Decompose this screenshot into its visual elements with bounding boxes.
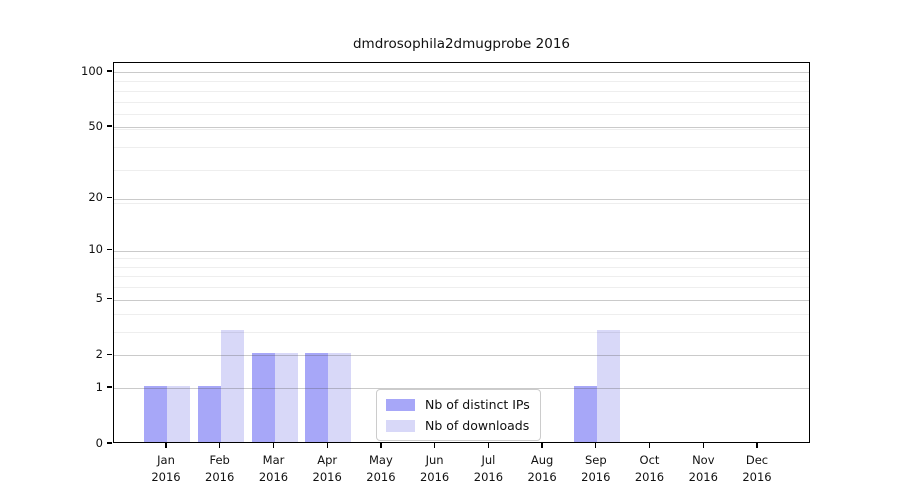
x-tick-mark [326, 443, 328, 448]
y-tick-label: 50 [88, 118, 103, 133]
x-tick-label: May 2016 [366, 453, 396, 484]
y-tick-mark [107, 297, 112, 300]
y-tick-mark [107, 249, 112, 251]
x-tick-mark [648, 443, 651, 448]
x-tick-mark [433, 443, 436, 448]
y-tick-label: 100 [81, 63, 103, 78]
x-tick-label: Nov 2016 [688, 453, 718, 484]
major-gridline [114, 72, 809, 73]
x-tick-mark [595, 443, 597, 448]
bar-nb-of-downloads-3 [328, 353, 352, 442]
y-tick-mark [107, 196, 112, 199]
minor-gridline [114, 202, 809, 204]
bar-nb-of-distinct-ips-8 [573, 386, 597, 442]
bar-nb-of-distinct-ips-1 [197, 386, 221, 442]
minor-gridline [114, 169, 809, 171]
major-gridline [114, 250, 809, 252]
x-tick-label: Apr 2016 [312, 453, 342, 484]
y-tick-mark [107, 442, 112, 444]
y-tick-label: 0 [95, 435, 103, 450]
minor-gridline [114, 81, 809, 83]
y-tick-label: 5 [95, 291, 103, 306]
minor-gridline [114, 101, 809, 103]
major-gridline [114, 299, 809, 301]
y-tick-label: 1 [95, 379, 103, 394]
bar-nb-of-downloads-0 [167, 386, 190, 442]
y-tick-label: 20 [88, 190, 103, 205]
x-tick-mark [756, 443, 758, 448]
legend-swatch [386, 398, 415, 411]
legend-swatch [386, 419, 415, 432]
y-tick-mark [107, 70, 112, 72]
x-tick-mark [541, 443, 543, 448]
bar-nb-of-distinct-ips-0 [144, 386, 167, 442]
x-tick-label: Mar 2016 [258, 453, 289, 484]
minor-gridline [114, 287, 809, 289]
minor-gridline [114, 276, 809, 278]
bar-nb-of-distinct-ips-2 [251, 353, 275, 442]
y-tick-label: 2 [95, 346, 103, 361]
bar-nb-of-downloads-2 [274, 353, 298, 442]
x-tick-label: Dec 2016 [742, 453, 772, 484]
x-tick-label: Jun 2016 [419, 453, 450, 484]
major-gridline [114, 198, 809, 200]
legend: Nb of distinct IPs Nb of downloads [376, 389, 541, 441]
minor-gridline [114, 258, 809, 260]
x-tick-mark [380, 443, 382, 448]
x-tick-label: Feb 2016 [205, 453, 235, 484]
x-tick-mark [165, 443, 167, 448]
minor-gridline [114, 266, 809, 268]
x-tick-mark [272, 443, 275, 448]
x-tick-mark [487, 443, 490, 448]
plot-area: Nb of distinct IPs Nb of downloads [113, 62, 810, 443]
legend-item: Nb of distinct IPs [386, 397, 530, 412]
x-tick-label: Jul 2016 [473, 453, 504, 484]
x-tick-label: Aug 2016 [527, 453, 557, 484]
legend-label: Nb of distinct IPs [425, 397, 530, 412]
minor-gridline [114, 314, 809, 316]
x-tick-label: Oct 2016 [634, 453, 665, 484]
major-gridline [114, 127, 809, 129]
minor-gridline [114, 146, 809, 148]
x-tick-mark [702, 443, 704, 448]
bar-nb-of-downloads-1 [220, 330, 244, 442]
minor-gridline [114, 114, 809, 115]
y-tick-label: 10 [88, 242, 103, 257]
major-gridline [114, 388, 809, 390]
minor-gridline [114, 90, 809, 92]
x-tick-label: Jan 2016 [151, 453, 181, 484]
bar-nb-of-distinct-ips-3 [305, 353, 329, 442]
legend-label: Nb of downloads [425, 418, 530, 433]
bar-nb-of-downloads-8 [596, 330, 620, 442]
legend-item: Nb of downloads [386, 418, 530, 433]
y-tick-mark [107, 353, 112, 356]
major-gridline [114, 355, 809, 357]
y-tick-mark [107, 386, 112, 388]
minor-gridline [114, 128, 809, 130]
x-tick-label: Sep 2016 [581, 453, 611, 484]
minor-gridline [114, 332, 809, 334]
x-tick-mark [219, 443, 221, 448]
chart-title: dmdrosophila2dmugprobe 2016 [352, 36, 571, 52]
y-tick-mark [107, 125, 112, 127]
